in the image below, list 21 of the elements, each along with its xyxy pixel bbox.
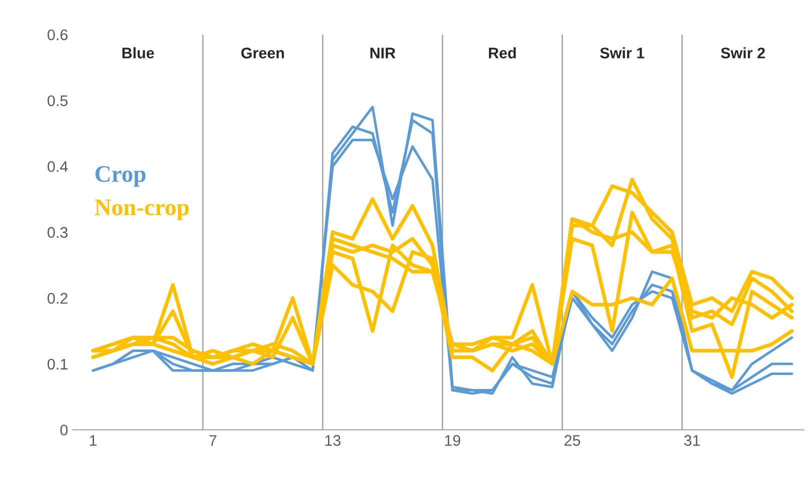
x-tick-label: 25 — [564, 435, 580, 446]
x-tick-label: 13 — [325, 435, 340, 446]
annotation: Blue — [122, 47, 154, 58]
text: Crop — [95, 166, 146, 187]
y-tick-label: 0.2 — [48, 292, 68, 304]
y-tick-label: 0 — [60, 424, 68, 436]
x-tick-label: 7 — [209, 435, 216, 446]
y-tick-label: 0.4 — [48, 161, 68, 172]
annotation: NIR — [370, 48, 396, 58]
text: Non-crop — [94, 200, 189, 220]
y-tick-label: 0.1 — [48, 358, 68, 370]
annotation: Swir 1 — [600, 47, 644, 58]
x-tick-label: 1 — [90, 435, 97, 446]
annotation: Red — [488, 47, 516, 58]
x-tick-label: 31 — [684, 435, 700, 446]
y-tick-label: 0.5 — [48, 95, 68, 106]
annotation: Green — [241, 48, 284, 58]
y-tick-label: 0.3 — [48, 227, 68, 238]
x-tick-label: 19 — [445, 435, 460, 446]
y-tick-label: 0.6 — [48, 29, 68, 40]
annotation: Swir 2 — [720, 47, 765, 58]
